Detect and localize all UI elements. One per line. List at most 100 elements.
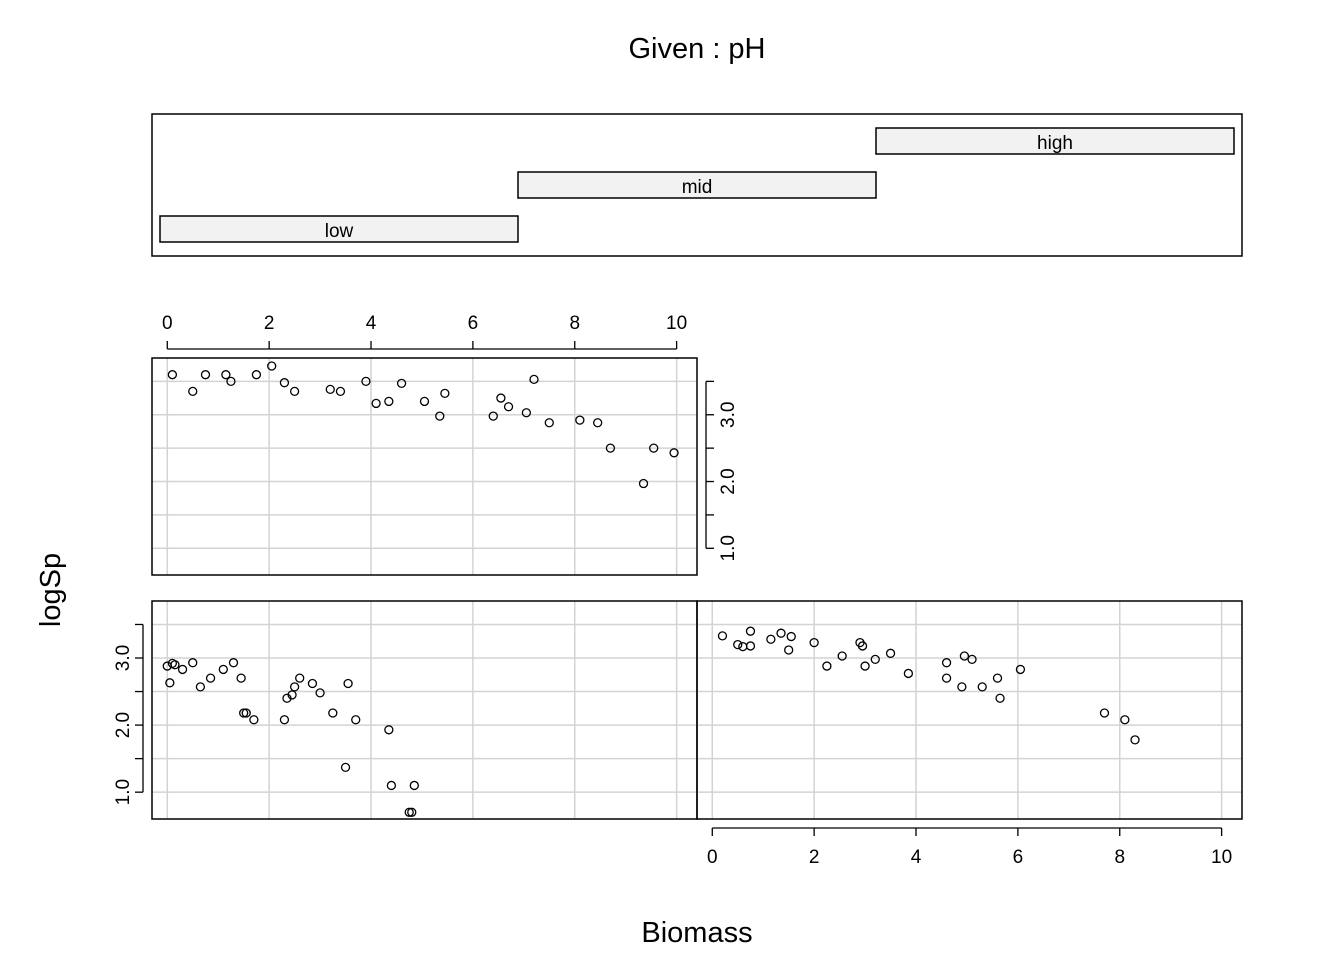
- data-point: [977, 682, 987, 692]
- data-point: [593, 418, 603, 428]
- data-point: [605, 443, 616, 453]
- data-point: [218, 664, 228, 675]
- data-point: [328, 708, 338, 718]
- data-point: [1120, 715, 1130, 725]
- x-tick-label: 2: [809, 847, 820, 868]
- data-point: [669, 448, 679, 458]
- x-tick-label: 8: [569, 313, 580, 334]
- data-point: [340, 762, 351, 773]
- x-tick-label: 4: [366, 313, 377, 334]
- data-point: [170, 660, 180, 670]
- data-point: [177, 664, 188, 675]
- data-point: [188, 658, 198, 668]
- data-point: [384, 725, 394, 735]
- data-point: [1015, 664, 1026, 675]
- data-point: [521, 408, 532, 418]
- y-tick-label: 2.0: [718, 468, 739, 494]
- given-label-high: high: [1037, 133, 1073, 154]
- data-point: [784, 645, 794, 655]
- data-point: [959, 651, 970, 661]
- data-point: [857, 641, 868, 651]
- data-point: [992, 673, 1003, 683]
- data-point: [279, 378, 290, 388]
- data-point: [529, 374, 539, 385]
- x-tick-label: 8: [1114, 847, 1125, 868]
- data-point: [165, 678, 175, 688]
- data-point: [440, 388, 450, 399]
- data-point: [267, 361, 277, 371]
- data-point: [221, 370, 231, 380]
- data-point: [407, 807, 417, 817]
- x-tick-label: 0: [162, 313, 173, 334]
- given-label-low: low: [325, 221, 354, 242]
- data-point: [167, 370, 178, 380]
- y-tick-label: 1.0: [113, 779, 134, 805]
- data-point: [822, 661, 832, 671]
- data-point: [409, 780, 419, 791]
- y-tick-label: 3.0: [113, 645, 134, 671]
- x-tick-label: 10: [1211, 847, 1232, 868]
- data-point: [941, 673, 952, 683]
- data-point: [371, 398, 381, 409]
- x-axis-label: Biomass: [641, 917, 752, 949]
- scatter-panels: 1.0 2.0 3.0 0 2 4 6 8 10 0 2 4 6 8 10 1.0 2.0 3.0: [113, 313, 1243, 868]
- data-point: [249, 715, 259, 725]
- data-point: [809, 637, 819, 648]
- data-point: [488, 411, 498, 421]
- x-tick-label: 6: [468, 313, 479, 334]
- given-panel: low mid high: [151, 113, 1243, 257]
- given-bar-low: [159, 215, 519, 243]
- data-point: [200, 370, 211, 380]
- data-point: [649, 443, 659, 453]
- data-point: [860, 661, 870, 671]
- data-point: [287, 690, 297, 700]
- x-tick-label: 0: [707, 847, 718, 868]
- given-bar-high: [875, 127, 1235, 155]
- data-point: [325, 384, 335, 395]
- data-point: [241, 708, 251, 718]
- data-point: [717, 631, 728, 641]
- data-point: [343, 678, 353, 689]
- data-point: [496, 393, 506, 403]
- data-point: [885, 648, 896, 658]
- data-point: [745, 641, 756, 651]
- data-point: [239, 708, 249, 718]
- given-label-mid: mid: [682, 177, 713, 198]
- data-point: [870, 654, 880, 665]
- given-bar-mid: [517, 171, 877, 199]
- y-axis-label: logSp: [35, 553, 67, 627]
- x-tick-label: 6: [1013, 847, 1024, 868]
- data-point: [766, 634, 776, 644]
- y-tick-label: 3.0: [718, 402, 739, 428]
- data-point: [638, 478, 649, 489]
- data-point: [419, 396, 430, 407]
- given-title: Given : pH: [629, 33, 766, 65]
- panel-frame: [151, 357, 698, 576]
- data-point: [396, 378, 407, 389]
- data-point: [251, 370, 262, 380]
- data-point: [941, 658, 952, 668]
- data-point: [226, 376, 236, 387]
- data-point: [503, 402, 514, 412]
- x-tick-label: 2: [264, 313, 275, 334]
- y-tick-label: 1.0: [718, 535, 739, 561]
- x-tick-label: 4: [911, 847, 922, 868]
- panel-mid: 0 2 4 6 8 10 1.0 2.0 3.0: [151, 313, 739, 576]
- data-point: [335, 386, 346, 397]
- data-point: [386, 780, 397, 791]
- data-point: [738, 641, 748, 652]
- data-point: [195, 682, 206, 692]
- data-point: [575, 415, 585, 425]
- y-tick-label: 2.0: [113, 712, 134, 738]
- data-point: [361, 376, 371, 387]
- data-point: [967, 654, 977, 665]
- data-point: [1130, 735, 1140, 745]
- data-point: [957, 682, 967, 692]
- data-point: [289, 386, 300, 397]
- data-point: [289, 682, 300, 692]
- data-point: [236, 673, 246, 683]
- data-point: [776, 628, 786, 638]
- data-point: [351, 715, 361, 725]
- panel-frame: [151, 600, 698, 820]
